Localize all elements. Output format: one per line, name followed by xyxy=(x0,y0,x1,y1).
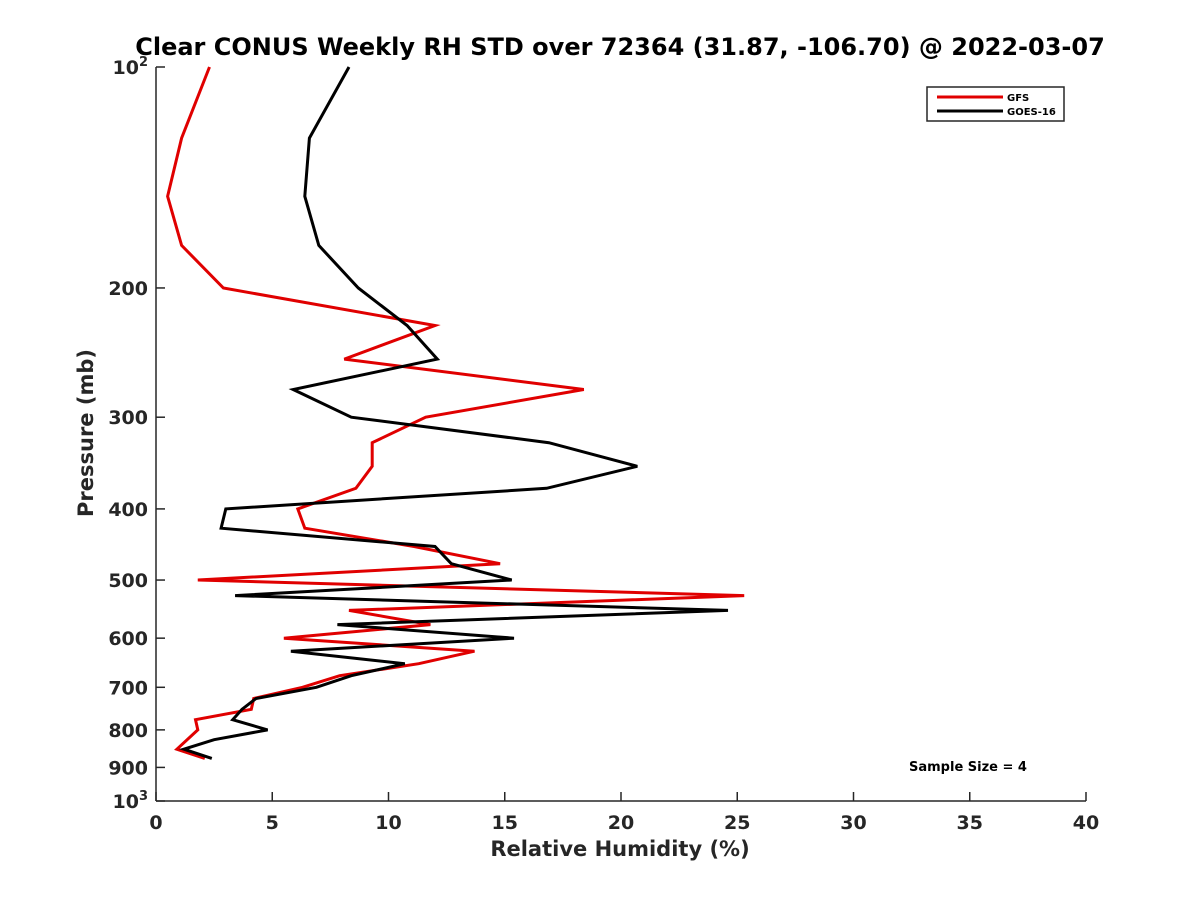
y-tick-label: 200 xyxy=(108,278,148,300)
x-tick-label: 40 xyxy=(1073,812,1099,834)
y-tick-label: 700 xyxy=(108,677,148,699)
y-tick-label: 102 xyxy=(113,55,149,79)
sample-size-annotation: Sample Size = 4 xyxy=(909,760,1027,775)
y-tick-label: 900 xyxy=(108,757,148,779)
series-line-0 xyxy=(166,66,745,760)
y-tick-label: 500 xyxy=(108,570,148,592)
x-tick-label: 35 xyxy=(957,812,983,834)
x-tick-label: 0 xyxy=(149,812,162,834)
y-tick-label: 400 xyxy=(108,499,148,521)
x-tick-label: 5 xyxy=(266,812,279,834)
legend-box xyxy=(926,86,1065,122)
series-line-1 xyxy=(179,66,729,760)
y-tick-label: 300 xyxy=(108,407,148,429)
x-tick-label: 20 xyxy=(608,812,634,834)
axes: 0 5 10 15 20 25 30 35 40 102 200 300 400 500 600 700 800… xyxy=(108,55,1099,834)
x-tick-label: 15 xyxy=(492,812,518,834)
chart-title: Clear CONUS Weekly RH STD over 72364 (31… xyxy=(135,33,1105,61)
legend-entry: GFS xyxy=(1007,93,1029,104)
series-lines xyxy=(166,66,745,760)
y-tick-label: 800 xyxy=(108,720,148,742)
x-axis-label: Relative Humidity (%) xyxy=(490,837,749,861)
legend-entry: GOES-16 xyxy=(1007,107,1056,118)
legend: GFS GOES-16 xyxy=(926,86,1065,122)
x-tick-label: 25 xyxy=(724,812,750,834)
x-tick-label: 30 xyxy=(840,812,866,834)
y-axis-label: Pressure (mb) xyxy=(74,349,98,517)
y-tick-label: 600 xyxy=(108,628,148,650)
y-tick-label: 103 xyxy=(113,789,149,813)
x-tick-label: 10 xyxy=(375,812,401,834)
